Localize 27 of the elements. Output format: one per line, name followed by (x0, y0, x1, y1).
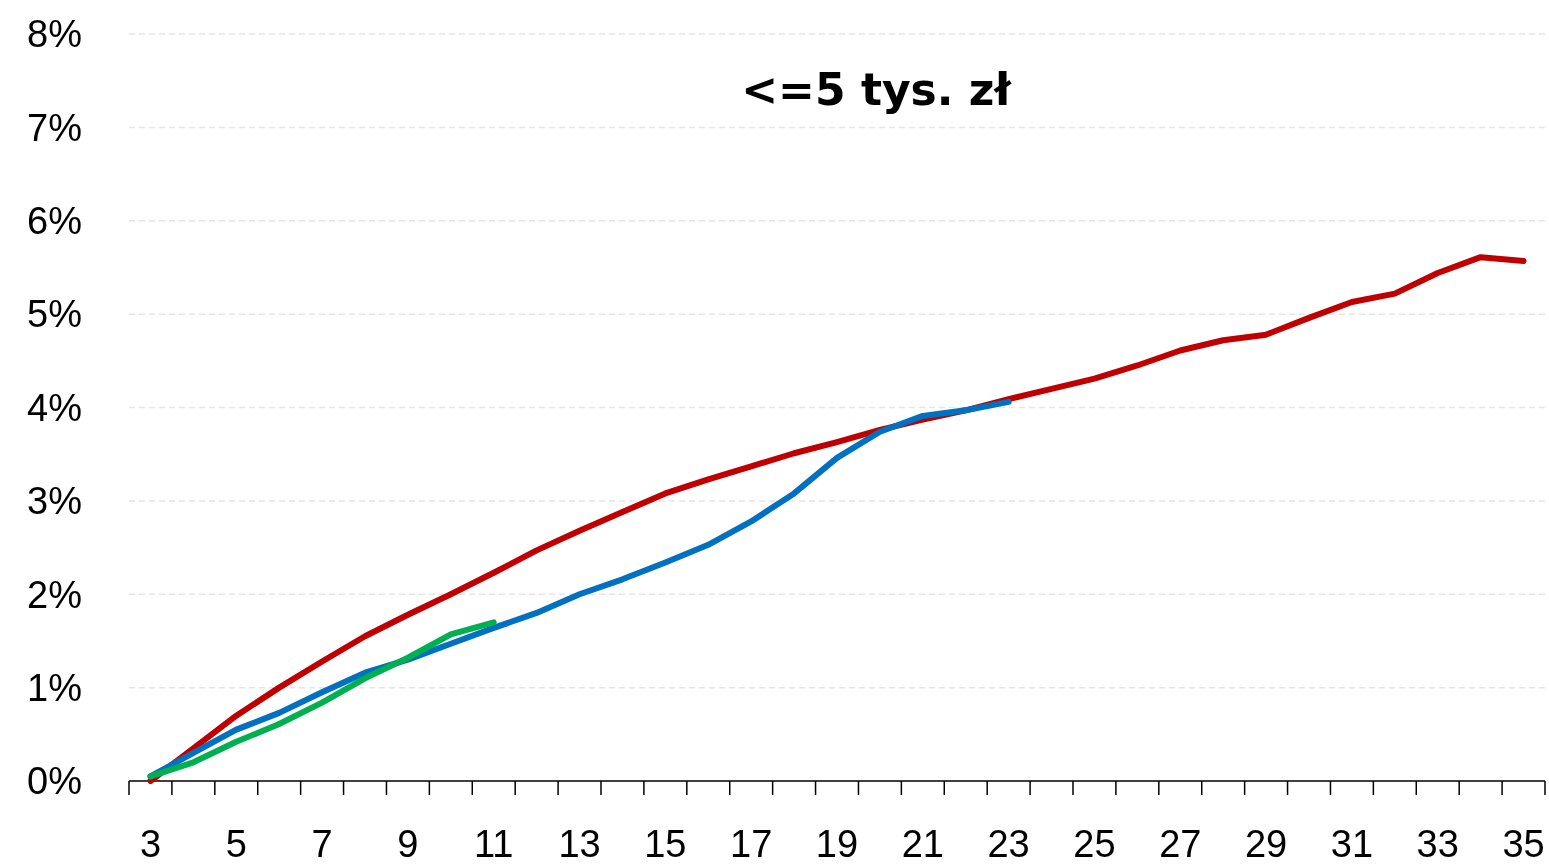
text: <=5 tys. zł (741, 64, 1013, 115)
x-tick-label: 35 (1502, 823, 1545, 865)
y-tick-label: 7% (27, 106, 82, 149)
x-tick-label: 27 (1159, 823, 1202, 865)
y-tick-label: 1% (27, 666, 82, 709)
x-tick-label: 29 (1244, 823, 1288, 865)
y-tick-label: 4% (27, 386, 82, 429)
x-tick-label: 3 (139, 823, 162, 865)
y-tick-label: 2% (27, 573, 82, 616)
y-tick-label: 3% (27, 480, 82, 523)
x-tick-label: 25 (1073, 823, 1116, 865)
x-tick-label: 11 (474, 823, 514, 865)
y-tick-label: 6% (27, 200, 82, 243)
x-tick-label: 23 (987, 823, 1030, 865)
x-tick-label: 13 (558, 823, 601, 865)
x-tick-label: 31 (1330, 823, 1374, 865)
y-tick-label: 8% (27, 13, 82, 56)
x-tick-label: 7 (311, 823, 333, 865)
y-tick-label: 0% (27, 760, 82, 803)
x-tick-label: 17 (730, 823, 773, 865)
x-tick-label: 9 (397, 823, 419, 865)
x-tick-label: 19 (815, 823, 859, 865)
x-tick-label: 5 (225, 823, 247, 865)
x-tick-label: 21 (901, 823, 944, 865)
x-tick-label: 15 (644, 823, 687, 865)
x-tick-label: 33 (1416, 823, 1459, 865)
y-tick-label: 5% (27, 293, 82, 336)
